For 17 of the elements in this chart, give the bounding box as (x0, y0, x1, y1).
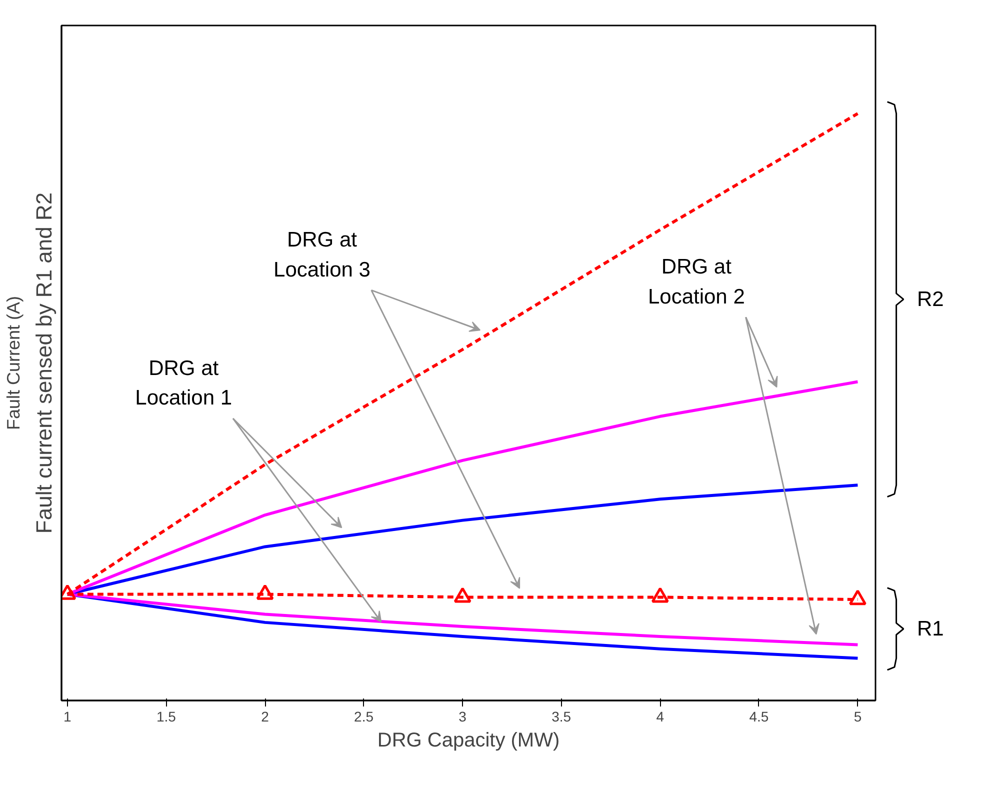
x-tick-label: 5 (854, 708, 862, 724)
x-tick-label: 4 (656, 708, 664, 724)
x-tick-label: 3 (458, 708, 467, 724)
x-tick-label: 3.5 (552, 708, 572, 724)
x-tick-label: 1.5 (156, 708, 176, 724)
y-axis-title: Fault current sensed by R1 and R2 (32, 192, 56, 534)
annotation: DRG at Location 3 (274, 228, 370, 282)
x-axis-title: DRG Capacity (MW) (377, 730, 560, 752)
x-tick-label: 1 (64, 708, 72, 724)
text: Fault Current (A) (4, 296, 24, 430)
text: R1 (917, 617, 944, 640)
x-tick-label: 4.5 (749, 708, 769, 724)
annotation: DRG at Location 1 (135, 356, 232, 410)
annotation: DRG at Location 2 (648, 256, 745, 308)
x-tick-label: 2 (261, 708, 270, 724)
x-tick-label: 2.5 (354, 708, 374, 724)
text: R2 (917, 288, 944, 311)
